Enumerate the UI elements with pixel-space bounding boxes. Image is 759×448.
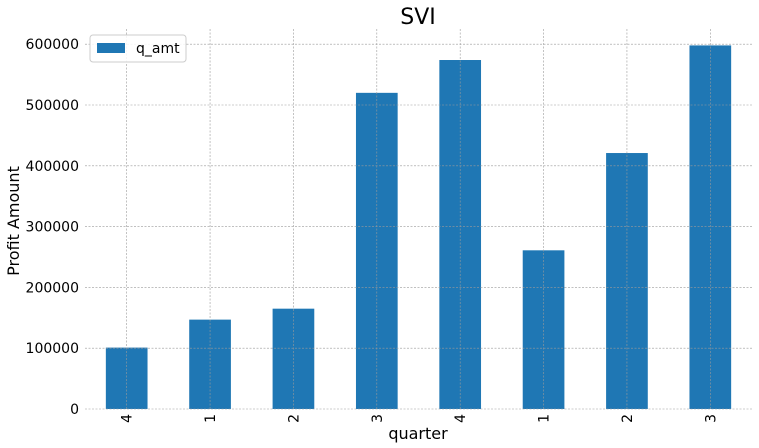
y-tick-label-2: 200000: [26, 280, 79, 296]
x-tick-label-7: 3: [703, 414, 719, 423]
bar-0: [105, 347, 148, 409]
bars: [105, 45, 732, 410]
x-axis-label: quarter: [388, 424, 448, 443]
y-tick-label-4: 400000: [26, 159, 79, 175]
y-tick-label-6: 600000: [26, 37, 79, 53]
x-tick-label-0: 4: [120, 414, 136, 423]
horizontal-gridlines: [85, 43, 752, 410]
x-tick-label-5: 1: [537, 414, 553, 423]
y-tick-label-0: 0: [70, 402, 79, 418]
legend-swatch-q-amt: [97, 43, 125, 53]
y-axis-label: Profit Amount: [4, 166, 23, 276]
bar-4: [439, 60, 482, 410]
y-tick-labels: 0 100000 200000 300000 400000 500000 600000: [26, 37, 79, 418]
x-tick-labels: 4 1 2 3 4 1 2 3: [120, 414, 720, 423]
bar-1: [189, 319, 231, 409]
legend: q_amt: [89, 34, 187, 63]
x-tick-label-3: 3: [370, 414, 386, 423]
chart-title: SVI: [400, 5, 436, 30]
x-tick-label-6: 2: [620, 414, 636, 423]
y-tick-label-5: 500000: [26, 98, 79, 114]
vertical-gridlines: [126, 29, 711, 409]
y-tick-label-1: 100000: [26, 341, 79, 357]
x-tick-label-2: 2: [286, 414, 302, 423]
y-tick-label-3: 300000: [26, 220, 79, 236]
x-tick-label-4: 4: [453, 414, 469, 423]
legend-label-q-amt: q_amt: [136, 41, 180, 57]
x-tick-label-1: 1: [203, 414, 219, 423]
legend-box: [89, 34, 187, 63]
